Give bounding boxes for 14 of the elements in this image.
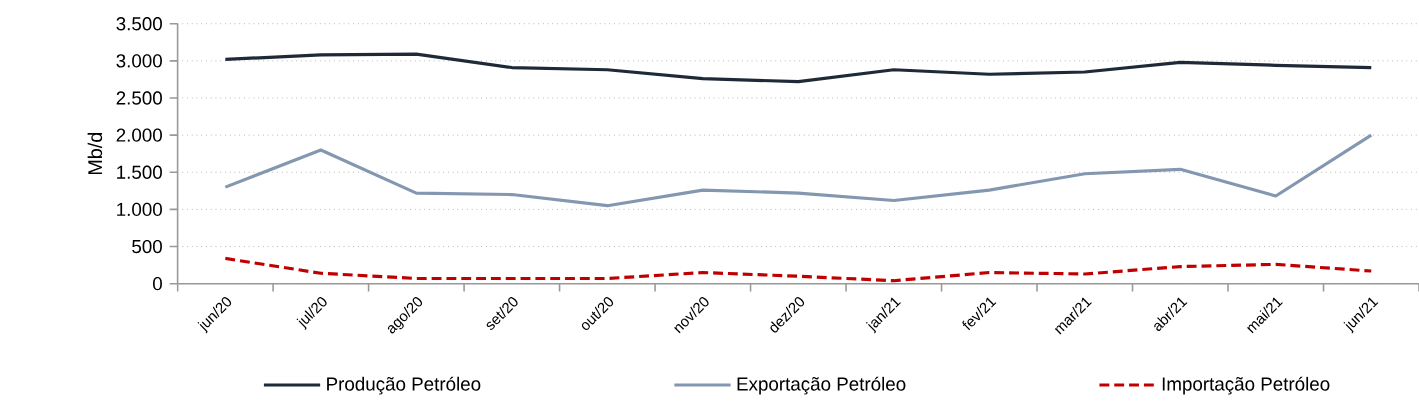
y-tick-label: 0 bbox=[153, 276, 162, 291]
y-tick-label: 3.000 bbox=[116, 54, 162, 68]
y-tick-label: 2.500 bbox=[116, 91, 162, 105]
legend-label: Produção Petróleo bbox=[327, 376, 481, 395]
y-axis-title: Mb/d bbox=[87, 132, 103, 174]
y-tick-label: 2.000 bbox=[116, 128, 162, 142]
y-tick-label: 1.500 bbox=[117, 165, 162, 179]
y-tick-label: 1.000 bbox=[117, 202, 162, 216]
line-series bbox=[223, 52, 1373, 84]
y-tick-label: 500 bbox=[132, 239, 162, 254]
y-tick-label: 3.500 bbox=[116, 16, 162, 31]
line-series bbox=[223, 133, 1373, 208]
legend-label: Importação Petróleo bbox=[1162, 376, 1330, 395]
legend-label: Exportação Petróleo bbox=[737, 376, 906, 395]
